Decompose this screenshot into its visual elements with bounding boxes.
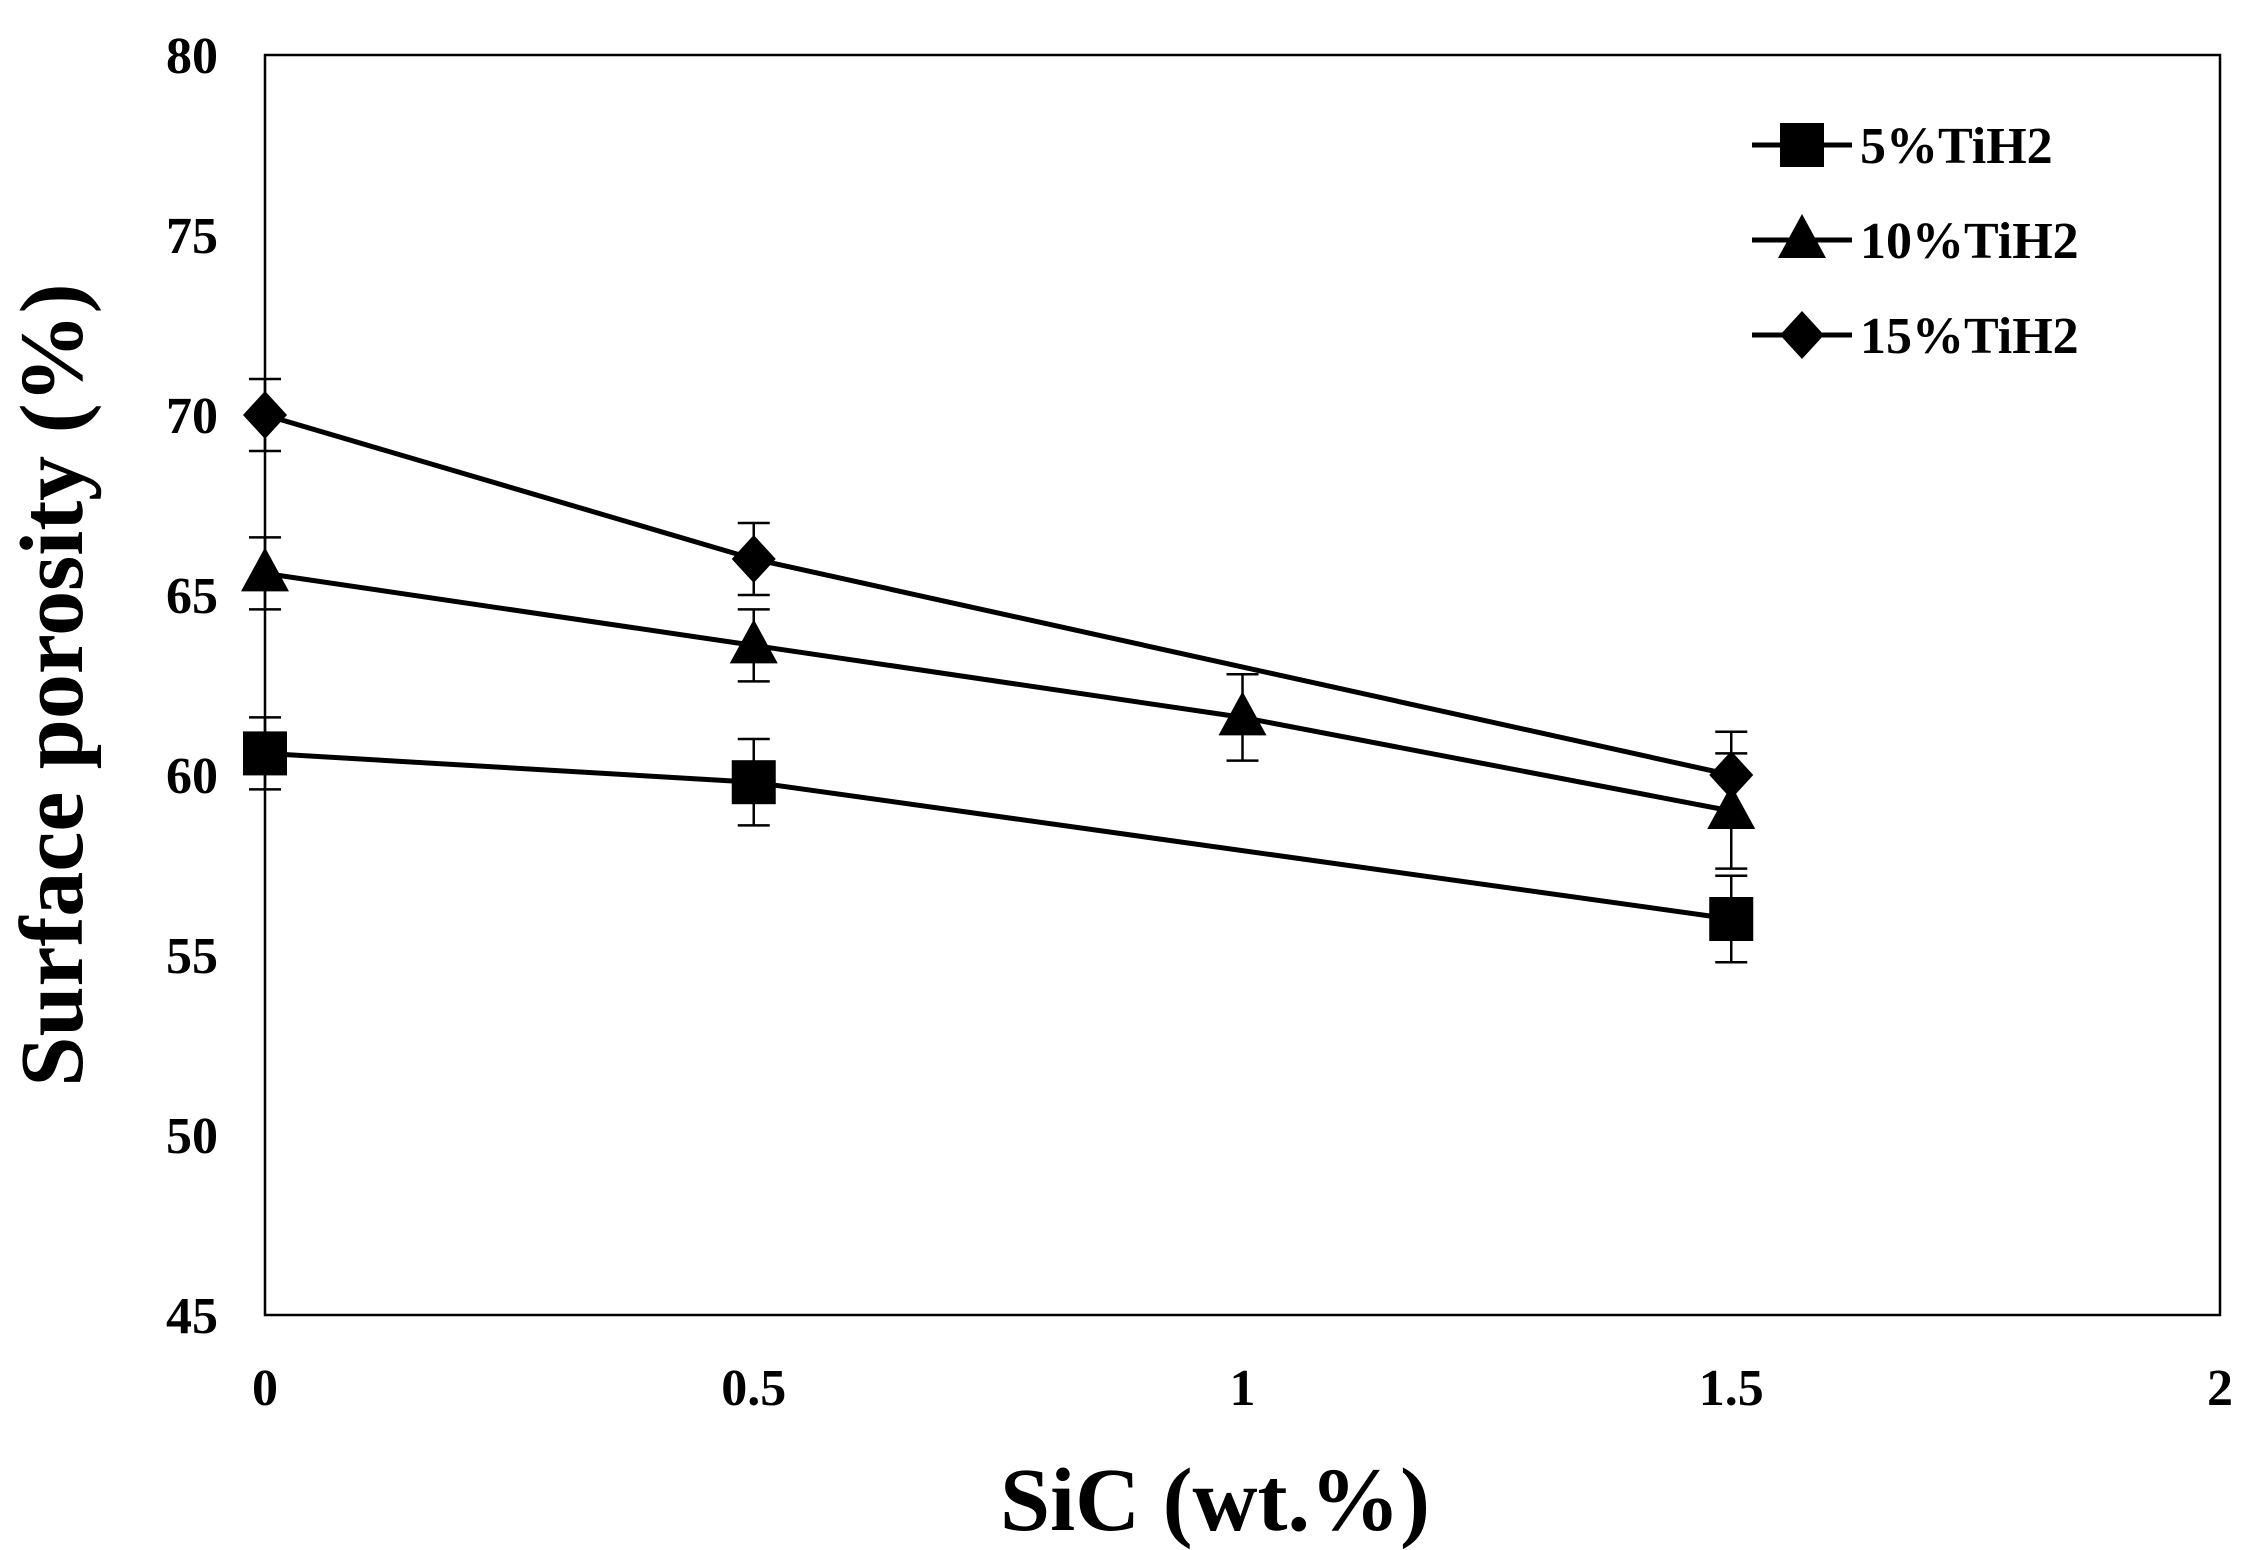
y-axis-title: Surface porosity (%) [3,283,102,1086]
y-tick-label: 60 [166,748,218,805]
x-tick-label: 0 [252,1360,278,1417]
y-tick-label: 80 [166,28,218,85]
x-axis-title: SiC (wt.%) [1000,1451,1430,1550]
x-tick-label: 1 [1230,1360,1256,1417]
y-tick-label: 55 [166,928,218,985]
x-tick-label: 1.5 [1699,1360,1764,1417]
y-tick-label: 65 [166,568,218,625]
series-layer [241,377,1756,964]
data-point-marker [731,535,776,583]
legend-marker [1780,123,1824,167]
series-line [264,750,1732,922]
data-point-marker [1218,691,1267,736]
y-tick-label: 75 [166,208,218,265]
y-axis-ticks: 45 50 55 60 65 70 75 80 [166,28,218,1345]
legend-entry: 10%TiH2 [1752,213,2079,270]
x-tick-label: 2 [2207,1360,2233,1417]
plot-area [263,53,2222,1317]
y-tick-label: 45 [166,1288,218,1345]
series-line [264,570,1732,814]
legend: 5%TiH2 10%TiH2 15%TiH2 [1752,118,2079,365]
legend-label: 5%TiH2 [1860,118,2053,175]
series-15%TiH2 [243,377,1754,820]
data-point-marker [729,619,778,664]
x-tick-label: 0.5 [721,1360,786,1417]
data-point-marker [731,760,776,805]
legend-marker [1780,311,1824,359]
y-tick-label: 70 [166,388,218,445]
series-line [264,412,1732,778]
legend-label: 10%TiH2 [1860,213,2079,270]
legend-label: 15%TiH2 [1860,308,2079,365]
y-tick-label: 50 [166,1108,218,1165]
data-point-marker [241,547,289,592]
data-point-marker [243,731,287,776]
legend-entry: 15%TiH2 [1752,308,2079,365]
series-5%TiH2 [243,716,1754,964]
data-point-marker [1709,751,1754,799]
legend-entry: 5%TiH2 [1752,118,2053,175]
x-axis-ticks: 0 0.5 1 1.5 2 [252,1360,2233,1417]
legend-marker [1778,214,1826,258]
data-point-marker [1709,897,1754,941]
data-point-marker [243,391,287,439]
